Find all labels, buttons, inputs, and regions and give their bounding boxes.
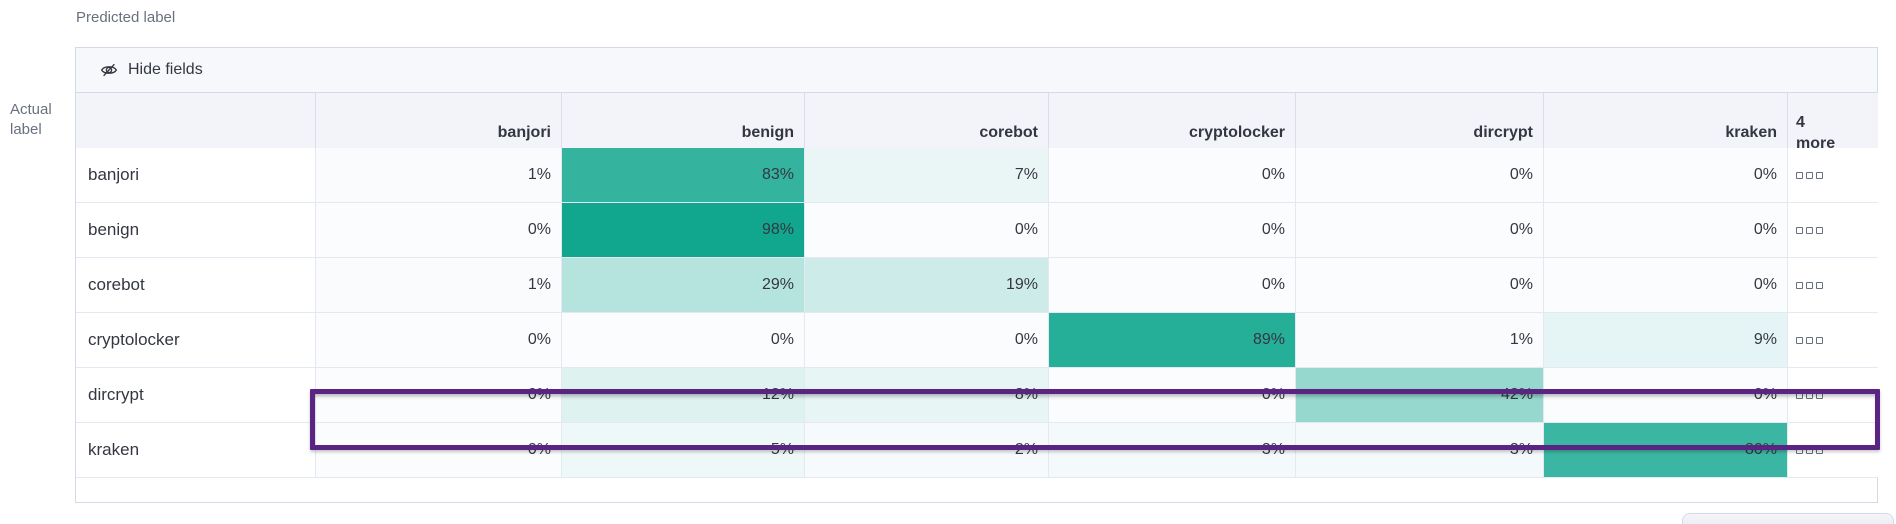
confusion-matrix-grid: banjori benign corebot cryptolocker dircrypt…	[76, 93, 1878, 478]
boxes-horizontal-icon[interactable]	[1788, 148, 1878, 203]
cell-banjori-dircrypt[interactable]: 0%	[1296, 148, 1544, 203]
cell-banjori-benign[interactable]: 83%	[562, 148, 805, 203]
box-glyph	[1816, 391, 1823, 399]
row-label-cryptolocker[interactable]: cryptolocker	[76, 313, 316, 368]
actual-axis-label: Actual label	[10, 100, 52, 140]
cell-corebot-benign[interactable]: 29%	[562, 258, 805, 313]
box-glyph	[1806, 171, 1813, 179]
predicted-axis-label: Predicted label	[76, 9, 176, 26]
cell-cryptolocker-dircrypt[interactable]: 1%	[1296, 313, 1544, 368]
cell-cryptolocker-kraken[interactable]: 9%	[1544, 313, 1788, 368]
cell-kraken-kraken[interactable]: 80%	[1544, 423, 1788, 478]
cell-kraken-corebot[interactable]: 2%	[805, 423, 1049, 478]
box-glyph	[1806, 281, 1813, 289]
cell-kraken-banjori[interactable]: 0%	[316, 423, 562, 478]
hide-fields-button[interactable]: Hide fields	[100, 61, 203, 79]
cell-dircrypt-corebot[interactable]: 8%	[805, 368, 1049, 423]
box-glyph	[1796, 446, 1803, 454]
row-label-corebot[interactable]: corebot	[76, 258, 316, 313]
eye-closed-icon	[100, 61, 118, 79]
box-glyph	[1806, 391, 1813, 399]
box-glyph	[1816, 281, 1823, 289]
cell-corebot-dircrypt[interactable]: 0%	[1296, 258, 1544, 313]
cell-banjori-banjori[interactable]: 1%	[316, 148, 562, 203]
cell-dircrypt-dircrypt[interactable]: 42%	[1296, 368, 1544, 423]
cell-banjori-kraken[interactable]: 0%	[1544, 148, 1788, 203]
cell-corebot-kraken[interactable]: 0%	[1544, 258, 1788, 313]
row-label-banjori[interactable]: banjori	[76, 148, 316, 203]
cell-cryptolocker-cryptolocker[interactable]: 89%	[1049, 313, 1296, 368]
cell-banjori-corebot[interactable]: 7%	[805, 148, 1049, 203]
actual-axis-label-line1: Actual	[10, 101, 52, 118]
box-glyph	[1796, 391, 1803, 399]
hide-fields-label: Hide fields	[128, 61, 203, 78]
cell-banjori-cryptolocker[interactable]: 0%	[1049, 148, 1296, 203]
cell-kraken-cryptolocker[interactable]: 3%	[1049, 423, 1296, 478]
box-glyph	[1806, 446, 1813, 454]
cell-cryptolocker-corebot[interactable]: 0%	[805, 313, 1049, 368]
actual-axis-label-line2: label	[10, 121, 42, 138]
box-glyph	[1796, 226, 1803, 234]
horizontal-scrollbar[interactable]	[1682, 513, 1894, 524]
box-glyph	[1806, 226, 1813, 234]
box-glyph	[1806, 336, 1813, 344]
confusion-matrix-table: Hide fields banjori benign corebot cryptolo…	[75, 47, 1878, 503]
cell-benign-dircrypt[interactable]: 0%	[1296, 203, 1544, 258]
cell-cryptolocker-banjori[interactable]: 0%	[316, 313, 562, 368]
boxes-horizontal-icon[interactable]	[1788, 423, 1878, 478]
boxes-horizontal-icon[interactable]	[1788, 313, 1878, 368]
boxes-horizontal-icon[interactable]	[1788, 258, 1878, 313]
row-label-dircrypt[interactable]: dircrypt	[76, 368, 316, 423]
cell-dircrypt-banjori[interactable]: 0%	[316, 368, 562, 423]
box-glyph	[1796, 281, 1803, 289]
cell-benign-kraken[interactable]: 0%	[1544, 203, 1788, 258]
cell-kraken-dircrypt[interactable]: 3%	[1296, 423, 1544, 478]
box-glyph	[1816, 226, 1823, 234]
boxes-horizontal-icon[interactable]	[1788, 368, 1878, 423]
cell-dircrypt-benign[interactable]: 12%	[562, 368, 805, 423]
cell-benign-cryptolocker[interactable]: 0%	[1049, 203, 1296, 258]
box-glyph	[1796, 171, 1803, 179]
cell-benign-banjori[interactable]: 0%	[316, 203, 562, 258]
cell-benign-benign[interactable]: 98%	[562, 203, 805, 258]
cell-dircrypt-cryptolocker[interactable]: 0%	[1049, 368, 1296, 423]
row-label-kraken[interactable]: kraken	[76, 423, 316, 478]
cell-corebot-corebot[interactable]: 19%	[805, 258, 1049, 313]
boxes-horizontal-icon[interactable]	[1788, 203, 1878, 258]
cell-kraken-benign[interactable]: 5%	[562, 423, 805, 478]
cell-corebot-cryptolocker[interactable]: 0%	[1049, 258, 1296, 313]
box-glyph	[1796, 336, 1803, 344]
row-label-benign[interactable]: benign	[76, 203, 316, 258]
cell-cryptolocker-benign[interactable]: 0%	[562, 313, 805, 368]
cell-dircrypt-kraken[interactable]: 0%	[1544, 368, 1788, 423]
box-glyph	[1816, 446, 1823, 454]
cell-benign-corebot[interactable]: 0%	[805, 203, 1049, 258]
box-glyph	[1816, 171, 1823, 179]
cell-corebot-banjori[interactable]: 1%	[316, 258, 562, 313]
box-glyph	[1816, 336, 1823, 344]
grid-toolbar: Hide fields	[76, 48, 1877, 93]
